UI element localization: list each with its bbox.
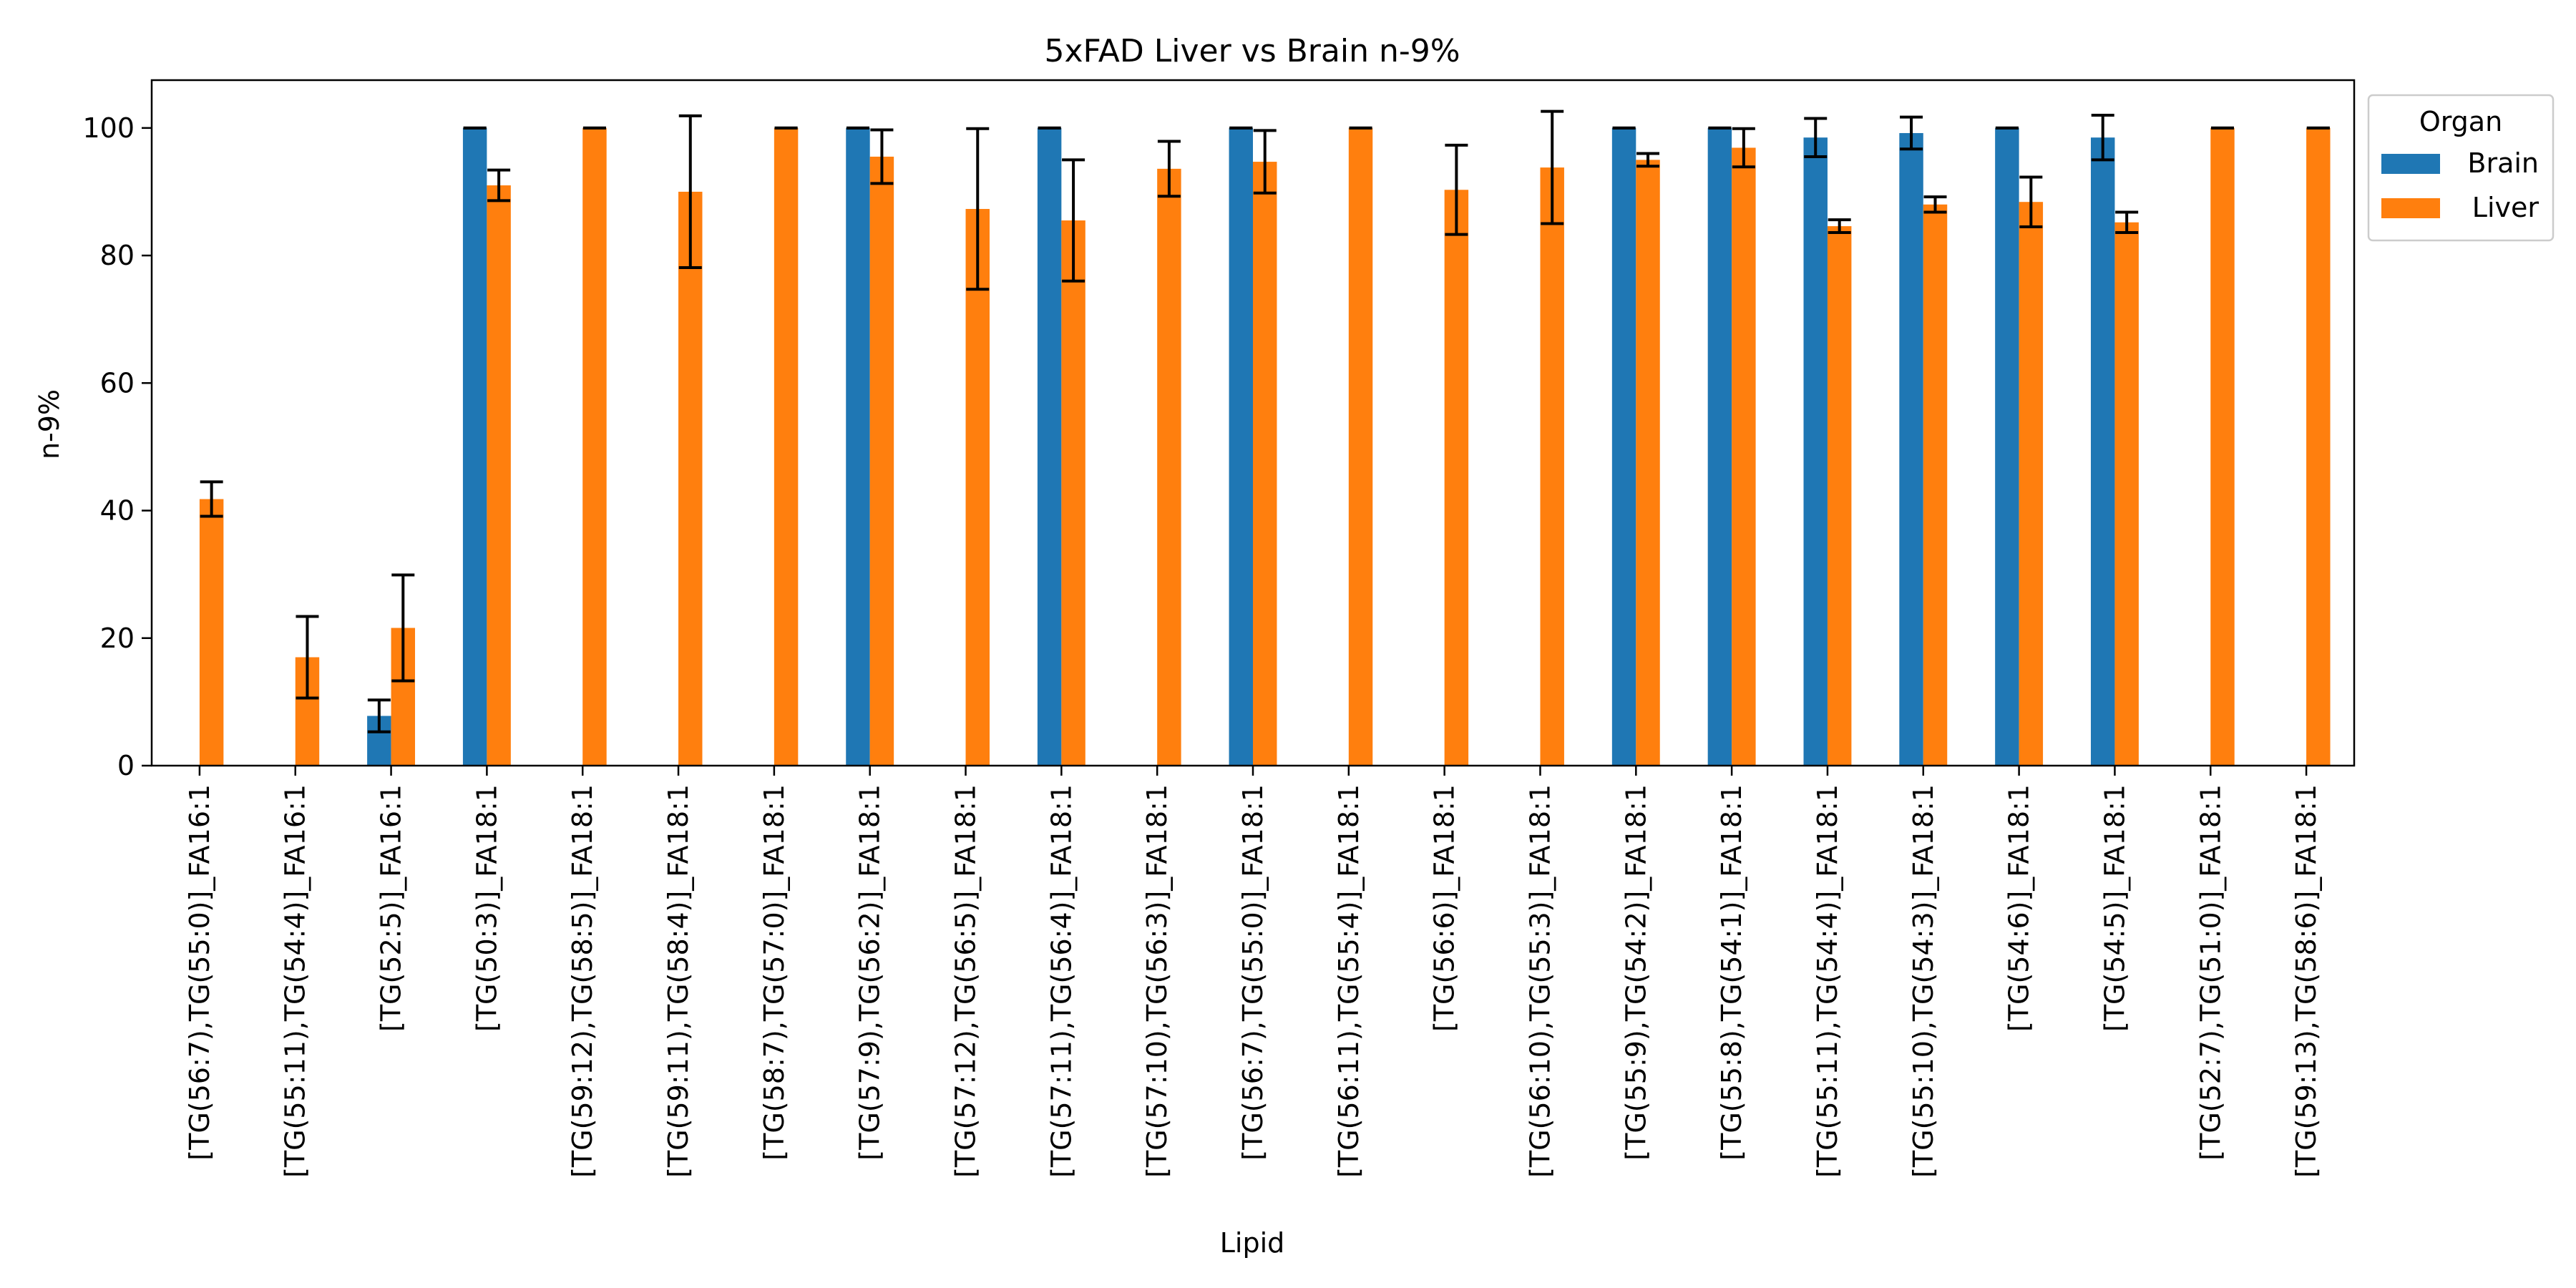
- x-tick-label-8: [TG(57:12),TG(56:5)]_FA18:1: [950, 784, 982, 1178]
- x-tick-label-15: [TG(55:9),TG(54:2)]_FA18:1: [1620, 784, 1652, 1161]
- bar-liver-8: [965, 209, 990, 766]
- bar-liver-18: [1923, 204, 1948, 766]
- x-tick-label-4: [TG(59:12),TG(58:5)]_FA18:1: [567, 784, 598, 1178]
- bar-brain-16: [1707, 127, 1732, 766]
- x-tick-label-10: [TG(57:10),TG(56:3)]_FA18:1: [1141, 784, 1173, 1178]
- x-tick-label-11: [TG(56:7),TG(55:0)]_FA18:1: [1237, 784, 1269, 1161]
- bar-liver-12: [1348, 127, 1373, 766]
- x-axis-label: Lipid: [1220, 1227, 1285, 1259]
- x-tick-label-13: [TG(56:6)]_FA18:1: [1429, 784, 1460, 1032]
- bar-liver-3: [487, 185, 511, 766]
- chart-title: 5xFAD Liver vs Brain n-9%: [1044, 33, 1460, 69]
- bar-brain-3: [462, 127, 487, 766]
- y-axis-label: n-9%: [34, 389, 65, 459]
- bar-liver-13: [1444, 190, 1469, 766]
- bar-liver-20: [2114, 222, 2139, 766]
- legend-label-liver: Liver: [2472, 192, 2540, 223]
- bar-liver-10: [1157, 168, 1181, 766]
- x-tick-label-5: [TG(59:11),TG(58:4)]_FA18:1: [663, 784, 694, 1178]
- y-tick-label-2: 40: [100, 495, 135, 527]
- bar-brain-18: [1899, 132, 1923, 766]
- x-tick-label-2: [TG(52:5)]_FA16:1: [376, 784, 407, 1032]
- bar-liver-11: [1253, 162, 1277, 766]
- x-tick-label-6: [TG(58:7),TG(57:0)]_FA18:1: [758, 784, 790, 1161]
- bar-brain-15: [1611, 127, 1636, 766]
- bar-liver-21: [2210, 127, 2235, 766]
- x-tick-label-14: [TG(56:10),TG(55:3)]_FA18:1: [1524, 784, 1556, 1178]
- x-tick-label-0: [TG(56:7),TG(55:0)]_FA16:1: [184, 784, 215, 1161]
- bar-liver-16: [1732, 147, 1756, 766]
- x-tick-label-20: [TG(54:5)]_FA18:1: [2099, 784, 2130, 1032]
- legend-swatch-liver: [2381, 198, 2440, 218]
- legend-title: Organ: [2419, 106, 2502, 137]
- plot-area: 0 20 40 60 80 100 [TG(56:7),TG(55:0)]_FA16:1 [T…: [82, 79, 2356, 1178]
- legend: Organ Brain Liver: [2367, 94, 2555, 242]
- bar-liver-19: [2019, 202, 2044, 766]
- bar-liver-9: [1061, 220, 1085, 766]
- bar-liver-6: [774, 127, 799, 766]
- y-tick-label-0: 0: [117, 750, 135, 781]
- bar-liver-7: [869, 156, 894, 766]
- bar-brain-7: [846, 127, 870, 766]
- x-tick-label-18: [TG(55:10),TG(54:3)]_FA18:1: [1908, 784, 1939, 1178]
- x-tick-label-21: [TG(52:7),TG(51:0)]_FA18:1: [2195, 784, 2226, 1161]
- x-tick-label-7: [TG(57:9),TG(56:2)]_FA18:1: [854, 784, 886, 1161]
- y-tick-label-1: 20: [100, 623, 135, 654]
- bar-liver-15: [1636, 160, 1660, 766]
- y-tick-label-4: 80: [100, 240, 135, 271]
- bar-liver-0: [199, 499, 224, 766]
- x-tick-label-17: [TG(55:11),TG(54:4)]_FA18:1: [1812, 784, 1843, 1178]
- bar-liver-22: [2306, 127, 2331, 766]
- bar-liver-5: [678, 191, 703, 766]
- x-tick-label-9: [TG(57:11),TG(56:4)]_FA18:1: [1045, 784, 1077, 1178]
- legend-swatch-brain: [2381, 154, 2440, 174]
- legend-label-brain: Brain: [2467, 147, 2539, 179]
- bar-liver-17: [1827, 226, 1852, 766]
- bar-brain-20: [2090, 137, 2115, 766]
- bar-liver-4: [582, 127, 607, 766]
- x-tick-label-22: [TG(59:13),TG(58:6)]_FA18:1: [2290, 784, 2322, 1178]
- x-tick-label-1: [TG(55:11),TG(54:4)]_FA16:1: [280, 784, 311, 1178]
- y-tick-label-5: 100: [82, 112, 135, 144]
- bar-brain-17: [1803, 137, 1828, 766]
- y-tick-label-3: 60: [100, 367, 135, 399]
- bar-brain-9: [1037, 127, 1062, 766]
- bar-liver-14: [1540, 167, 1564, 766]
- bar-brain-11: [1229, 127, 1253, 766]
- x-tick-label-12: [TG(56:11),TG(55:4)]_FA18:1: [1333, 784, 1365, 1178]
- bar-brain-19: [1995, 127, 2019, 766]
- x-tick-label-19: [TG(54:6)]_FA18:1: [2004, 784, 2035, 1032]
- x-tick-label-16: [TG(55:8),TG(54:1)]_FA18:1: [1716, 784, 1747, 1161]
- x-tick-label-3: [TG(50:3)]_FA18:1: [471, 784, 502, 1032]
